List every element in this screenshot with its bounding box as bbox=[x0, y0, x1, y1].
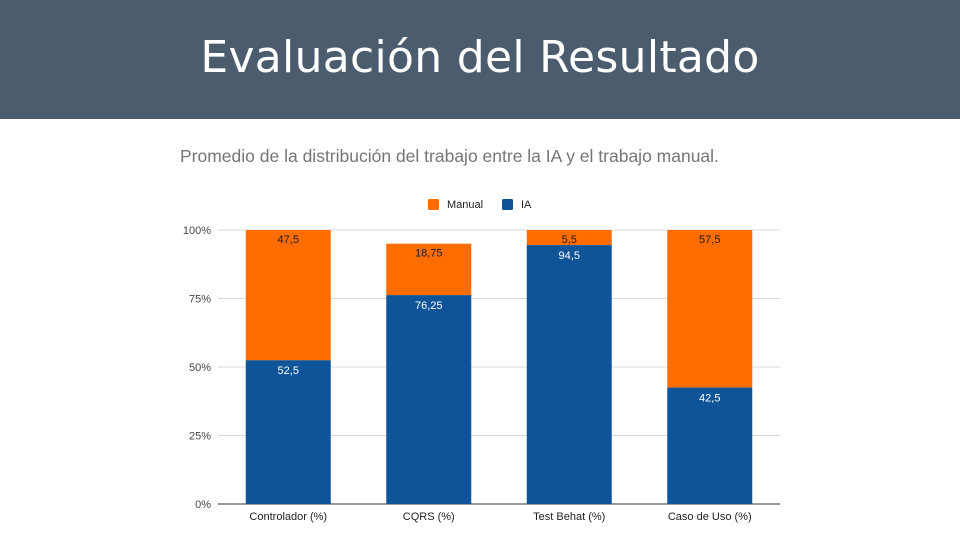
legend-swatch-ia bbox=[502, 199, 513, 210]
x-tick-label: CQRS (%) bbox=[403, 511, 455, 523]
chart-title: Promedio de la distribución del trabajo … bbox=[180, 146, 719, 166]
y-tick-label: 75% bbox=[189, 294, 211, 306]
legend-swatch-manual bbox=[428, 199, 439, 210]
y-tick-label: 50% bbox=[189, 362, 211, 374]
data-label-manual: 47,5 bbox=[278, 234, 299, 246]
data-label-manual: 57,5 bbox=[699, 234, 720, 246]
data-label-ia: 42,5 bbox=[699, 393, 720, 405]
x-tick-label: Controlador (%) bbox=[249, 511, 327, 523]
bar-manual bbox=[526, 230, 612, 246]
data-label-manual: 18,75 bbox=[415, 248, 443, 260]
y-tick-label: 100% bbox=[183, 225, 211, 237]
bar-ia bbox=[667, 387, 753, 504]
header-bar bbox=[0, 0, 960, 119]
legend-label-manual: Manual bbox=[447, 199, 483, 211]
data-label-ia: 76,25 bbox=[415, 300, 443, 312]
x-tick-label: Test Behat (%) bbox=[533, 511, 605, 523]
data-label-ia: 94,5 bbox=[559, 250, 580, 262]
bar-ia bbox=[245, 360, 331, 504]
y-tick-label: 0% bbox=[195, 499, 211, 511]
bar-ia bbox=[386, 295, 472, 504]
bar-manual bbox=[245, 230, 331, 361]
legend-label-ia: IA bbox=[521, 199, 532, 211]
y-tick-label: 25% bbox=[189, 431, 211, 443]
bar-ia bbox=[526, 245, 612, 504]
data-label-manual: 5,5 bbox=[562, 234, 577, 246]
x-tick-label: Caso de Uso (%) bbox=[668, 511, 752, 523]
data-label-ia: 52,5 bbox=[278, 365, 299, 377]
slide-title: Evaluación del Resultado bbox=[200, 32, 760, 83]
bar-manual bbox=[386, 243, 472, 296]
bar-manual bbox=[667, 230, 753, 388]
